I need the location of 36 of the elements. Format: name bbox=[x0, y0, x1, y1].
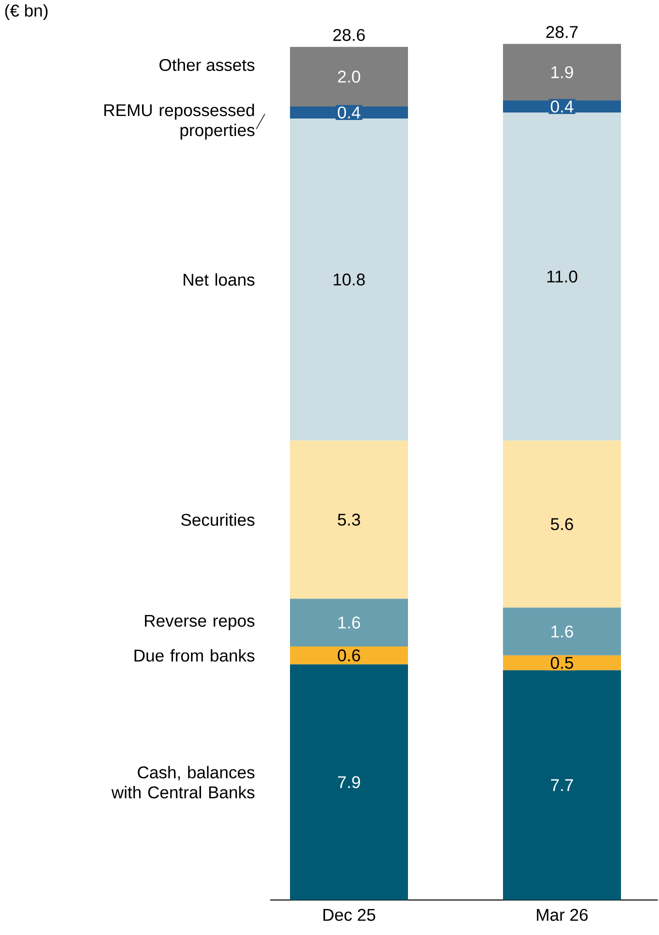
x-tick-label: Dec 25 bbox=[323, 908, 376, 921]
text: (€ bn) bbox=[5, 4, 48, 20]
text: Other assets bbox=[160, 58, 254, 72]
data-label: 1.6 bbox=[551, 626, 574, 638]
bar bbox=[290, 664, 408, 900]
data-label: 10.8 bbox=[334, 274, 365, 286]
bar bbox=[290, 598, 408, 646]
text: Cash, balances with Central Banks bbox=[111, 766, 254, 798]
data-label: 0.5 bbox=[550, 656, 574, 669]
text: Reverse repos bbox=[144, 614, 254, 630]
data-label: 0.4 bbox=[338, 106, 360, 119]
data-label: 5.6 bbox=[550, 518, 574, 530]
x-tick-label: Mar 26 bbox=[536, 908, 588, 921]
bar bbox=[502, 44, 621, 101]
text: Due from banks bbox=[134, 649, 254, 662]
bar bbox=[502, 670, 621, 900]
text: Net loans bbox=[184, 273, 254, 286]
bar bbox=[290, 440, 408, 599]
text: Securities bbox=[181, 513, 254, 526]
bar bbox=[502, 440, 621, 608]
data-label: 11.0 bbox=[547, 270, 578, 283]
data-label: 1.6 bbox=[338, 616, 360, 629]
data-label: 2.0 bbox=[338, 70, 360, 83]
data-label: 7.7 bbox=[551, 779, 573, 791]
data-label: 5.3 bbox=[338, 514, 360, 526]
data-label: 7.9 bbox=[338, 776, 360, 788]
text: REMU repossessed properties bbox=[104, 104, 254, 140]
data-label: 1.9 bbox=[551, 66, 574, 78]
data-label: 0.6 bbox=[338, 649, 360, 662]
total-label: 28.6 bbox=[333, 28, 365, 42]
total-label: 28.7 bbox=[546, 26, 578, 38]
bar bbox=[502, 608, 621, 656]
bar bbox=[502, 112, 621, 441]
data-label: 0.4 bbox=[550, 100, 574, 113]
bar bbox=[290, 118, 408, 441]
bar bbox=[290, 46, 408, 107]
